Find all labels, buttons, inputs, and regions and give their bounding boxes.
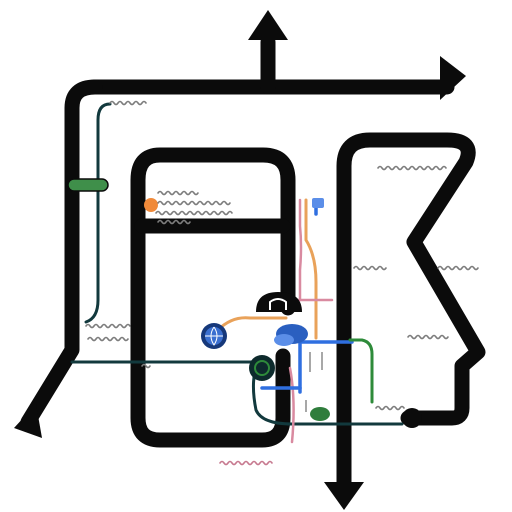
label-scribble-frame-2 [157,200,231,206]
arrow-up-icon [248,10,288,40]
scribble-labels [85,100,479,466]
label-scribble-small-1 [141,363,151,369]
orange-route-1 [304,198,318,340]
pink-lines [288,198,334,444]
right-shape-path [336,132,486,503]
orange-route-2 [216,316,288,332]
blue-small-node [312,198,324,208]
arrow-left-icon [14,404,42,438]
label-scribble-left-low-2 [87,336,129,342]
dome-node-icon [256,292,302,312]
label-scribble-frame-4 [157,219,191,225]
pink-route-1 [298,198,303,302]
main-stroke-group [20,34,486,503]
label-scribble-frame-1 [157,190,199,196]
arrow-down-icon [324,482,364,510]
orange-node [144,198,158,212]
gray-lines [305,352,323,412]
label-scribble-right-top [377,165,447,171]
green-route-1 [348,338,374,404]
teal-left-vertical [84,102,112,324]
label-scribble-left-low-1 [85,323,131,329]
pink-route-2 [288,366,295,444]
label-scribble-right-mid [353,265,387,271]
arrow-heads [14,10,466,510]
green-node-right [310,407,330,421]
label-scribble-green-node [375,405,405,411]
left-arm-path [20,79,103,430]
teal-ring-node [249,355,275,381]
blue-cluster-node [274,324,308,346]
label-scribble-frame-3 [155,210,233,216]
green-lines [348,338,374,404]
label-scribble-top-left [109,100,147,106]
label-scribble-right-side [437,265,479,271]
black-junction-node [402,408,422,428]
gray-route-1 [305,352,311,412]
label-scribble-right-low [407,334,449,340]
label-scribble-bottom [219,460,273,466]
green-pill-node-left [67,178,109,192]
globe-node-icon [201,323,227,349]
arrow-right-icon [440,56,466,100]
upper-frame-path [130,147,296,448]
